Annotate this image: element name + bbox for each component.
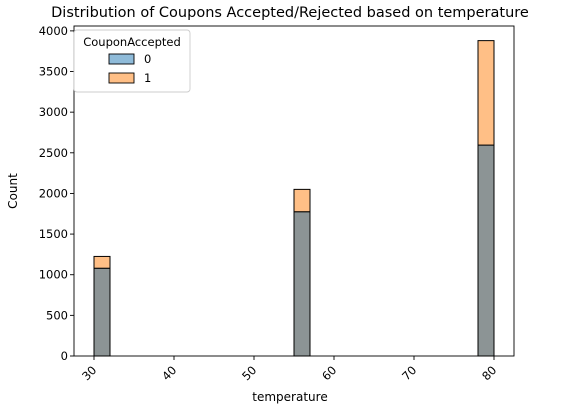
y-tick-label: 500	[46, 308, 68, 322]
legend-label-1: 1	[144, 71, 151, 85]
x-tick-label: 50	[239, 363, 259, 383]
chart-title: Distribution of Coupons Accepted/Rejecte…	[51, 5, 529, 21]
x-tick-label: 70	[399, 363, 419, 383]
legend: CouponAccepted 0 1	[73, 29, 191, 93]
histogram-bar-accepted-0	[93, 255, 111, 269]
y-tick-label: 4000	[39, 24, 68, 38]
histogram-bar-rejected-0	[93, 267, 111, 357]
x-tick-label: 30	[79, 363, 99, 383]
plot-frame	[73, 25, 515, 357]
legend-title: CouponAccepted	[83, 35, 181, 49]
y-axis-label: Count	[6, 173, 20, 209]
legend-label-0: 0	[144, 52, 151, 66]
y-tick-label: 2000	[39, 186, 68, 200]
histogram-bar-rejected-1	[293, 211, 311, 357]
y-tick-label: 1000	[39, 268, 68, 282]
legend-swatch-0	[108, 53, 135, 65]
histogram-bar-rejected-2	[477, 144, 495, 357]
y-tick-label: 3500	[39, 65, 68, 79]
y-axis: 0 500 1000 1500 2000 2500 3000 3500 4000	[39, 24, 74, 363]
x-axis: 30 40 50 60 70 80	[79, 356, 499, 383]
x-tick-label: 40	[159, 363, 179, 383]
y-tick-label: 1500	[39, 227, 68, 241]
y-tick-label: 3000	[39, 105, 68, 119]
x-axis-label: temperature	[252, 390, 327, 404]
legend-swatch-1	[108, 72, 135, 84]
x-tick-label: 80	[479, 363, 499, 383]
y-tick-label: 2500	[39, 146, 68, 160]
y-tick-label: 0	[61, 349, 68, 363]
histogram-bar-accepted-2	[477, 40, 495, 146]
histogram-bar-accepted-1	[293, 188, 311, 213]
x-tick-label: 60	[319, 363, 339, 383]
